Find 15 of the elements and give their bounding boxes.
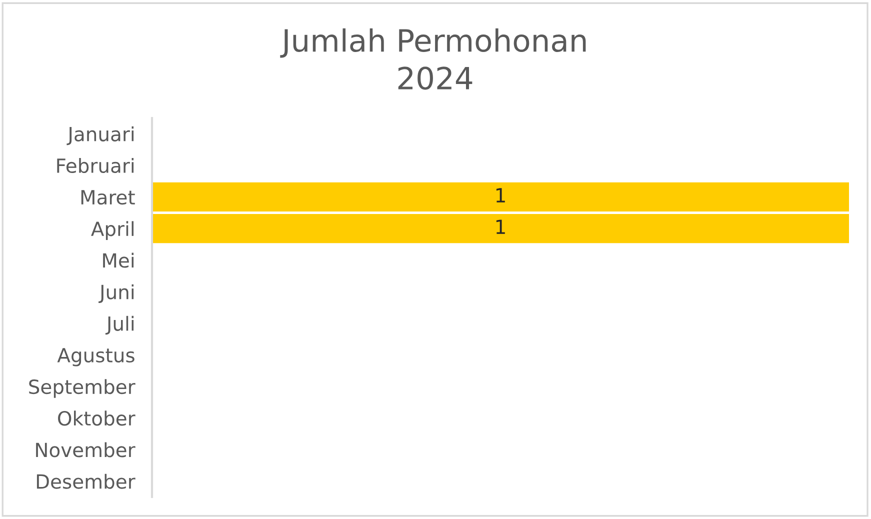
- y-tick-label: Juni: [98, 284, 134, 303]
- y-tick-label: Desember: [36, 474, 136, 489]
- data-label: 1: [496, 188, 505, 202]
- y-tick-label: April: [91, 221, 134, 240]
- y-tick-label: Maret: [81, 190, 135, 205]
- y-tick-label: Agustus: [57, 348, 134, 366]
- chart-title: Jumlah Permohonan 2024: [280, 28, 586, 90]
- y-tick-label: Januari: [66, 126, 134, 146]
- y-tick-label: September: [29, 379, 136, 398]
- y-tick-label: Oktober: [58, 410, 136, 426]
- y-tick-label: Mei: [103, 252, 134, 268]
- y-tick-label: Februari: [57, 158, 134, 174]
- y-tick-label: Juli: [105, 316, 134, 335]
- data-label: 1: [496, 220, 505, 234]
- y-tick-label: November: [36, 442, 136, 458]
